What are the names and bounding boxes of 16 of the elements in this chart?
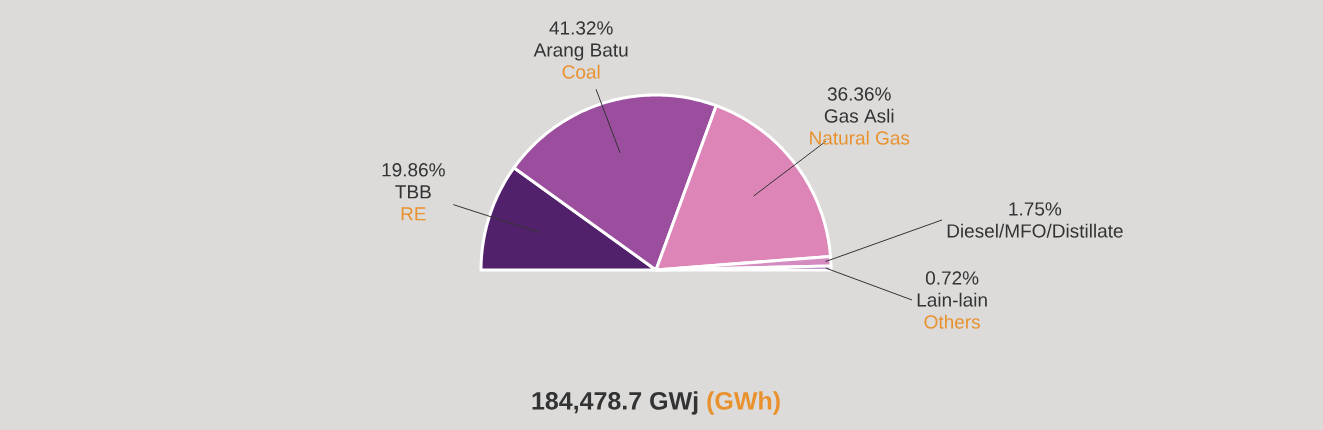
text: RE [401,207,426,221]
text: (GWh) [707,391,780,415]
text: Others [924,314,980,329]
data-label: 36.36% [827,87,891,101]
slice-label: Gas Asli [824,108,894,123]
data-label: 19.86% [382,163,445,177]
data-label: 41.32% [549,21,613,35]
slice-label: Arang Batu [533,43,628,61]
data-label: 1.75% [1009,202,1062,216]
slice-label: TBB [395,185,431,199]
slice-label: Diesel/MFO/Distillate [947,223,1123,238]
slice-label: Lain-lain [917,292,987,307]
text: Natural Gas [810,130,910,145]
text: Coal [562,64,600,79]
data-label: 0.72% [925,271,979,285]
text: 184,478.7 GWj [532,391,698,415]
